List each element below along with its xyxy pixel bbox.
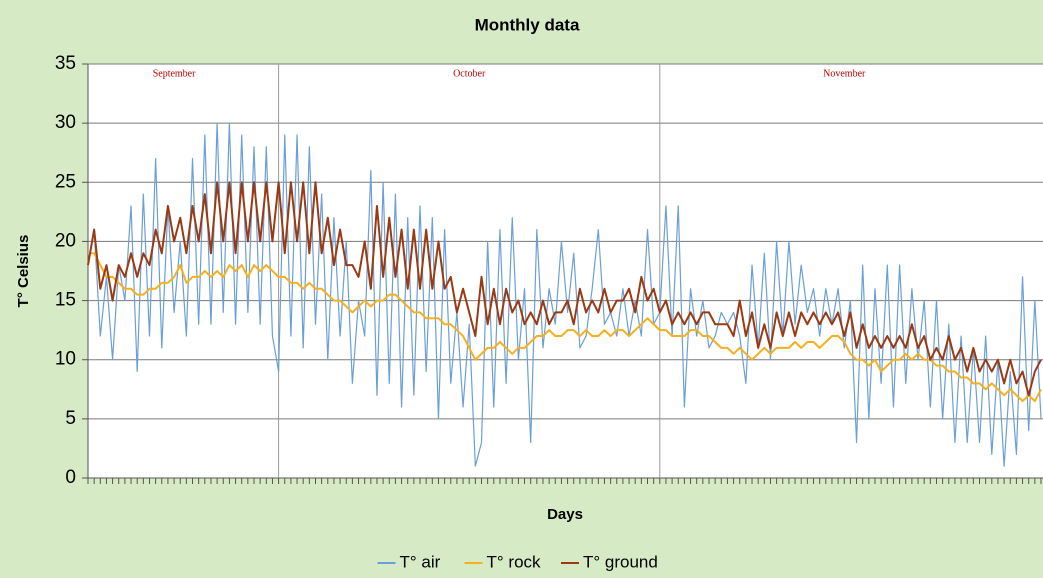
y-tick-label: 20 xyxy=(55,230,76,251)
month-annotation: September xyxy=(153,68,196,79)
y-axis-label: T° Celsius xyxy=(15,235,32,308)
x-axis-label: Days xyxy=(547,506,583,523)
series-line xyxy=(87,122,1042,467)
y-tick-label: 5 xyxy=(65,408,76,429)
series-line xyxy=(87,181,1042,397)
month-annotation: November xyxy=(823,68,866,79)
legend: T° air T° rock T° ground xyxy=(377,552,658,571)
y-tick-label: 25 xyxy=(55,171,76,192)
y-tick-label: 10 xyxy=(55,349,76,370)
y-tick-label: 15 xyxy=(55,290,76,311)
legend-label: T° ground xyxy=(583,552,658,571)
y-tick-label: 35 xyxy=(55,53,76,74)
legend-label: T° air xyxy=(400,552,441,571)
legend-label: T° rock xyxy=(487,552,542,571)
series-line xyxy=(88,252,1042,403)
month-annotation: October xyxy=(453,68,486,79)
plot-area xyxy=(88,64,1043,478)
y-tick-label: 30 xyxy=(55,112,76,133)
y-tick-label: 0 xyxy=(65,467,76,488)
chart-title: Monthly data xyxy=(475,15,580,34)
